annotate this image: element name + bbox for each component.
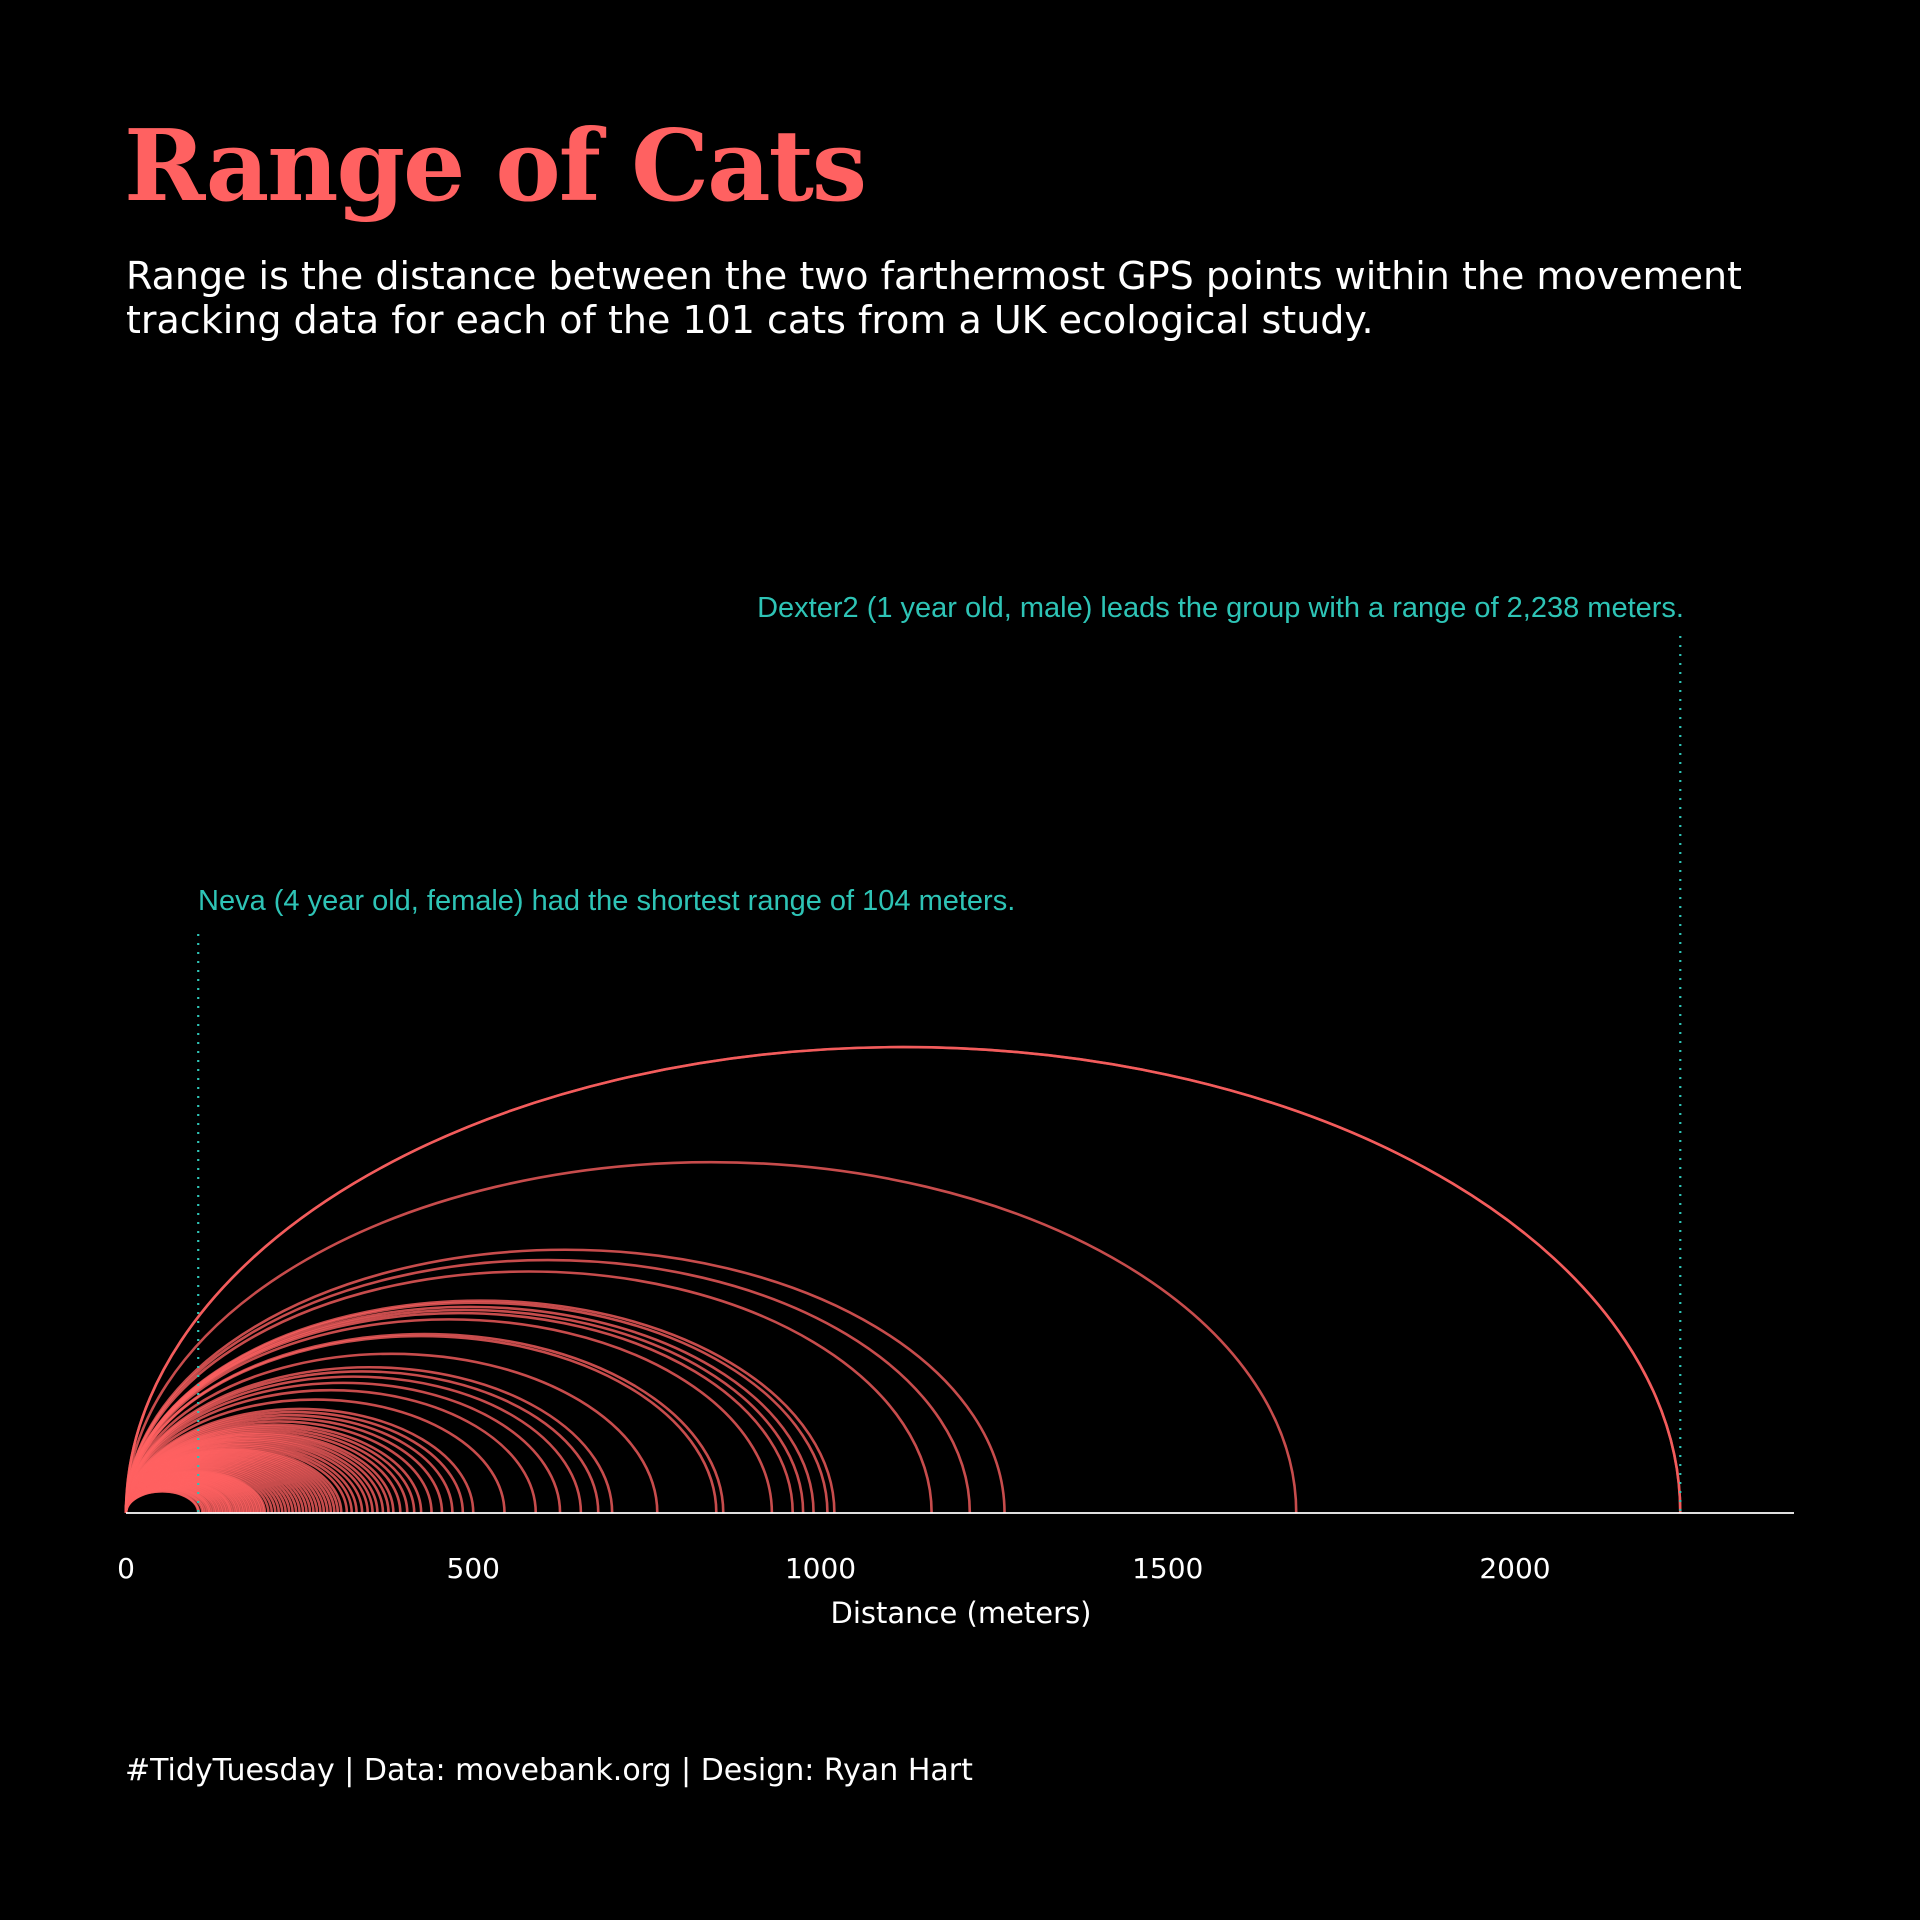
cat-range-arc [124,1389,538,1514]
annotation-dexter2: Dexter2 (1 year old, male) leads the gro… [757,592,1684,624]
x-tick-label: 500 [447,1552,500,1585]
arc-series [124,1046,1682,1514]
cat-range-arc [124,1332,725,1514]
x-tick-label: 0 [117,1552,135,1585]
chart-subtitle: Range is the distance between the two fa… [126,254,1742,342]
x-tick-label: 1500 [1132,1552,1203,1585]
cat-range-arc [124,1046,1682,1514]
cat-range-arc [124,1318,774,1514]
cat-range-arc [124,1270,933,1514]
chart-title: Range of Cats [124,109,867,224]
cat-range-arc [124,1407,475,1514]
x-axis-ticks: 0 500 1000 1500 2000 [117,1552,1551,1585]
annotation-lines [197,636,1682,1513]
x-tick-label: 2000 [1479,1552,1550,1585]
annotation-neva: Neva (4 year old, female) had the shorte… [198,885,1015,917]
cat-range-arc [124,1366,614,1514]
x-axis-label: Distance (meters) [831,1596,1092,1630]
cat-range-arc [124,1299,836,1514]
cat-range-arc [124,1248,1006,1514]
cat-range-arc [124,1352,659,1514]
cat-range-arc [124,1258,972,1514]
cat-range-arc [124,1398,506,1514]
caption: #TidyTuesday | Data: movebank.org | Desi… [125,1753,973,1788]
cat-range-arc [124,1161,1298,1514]
x-tick-label: 1000 [785,1552,856,1585]
